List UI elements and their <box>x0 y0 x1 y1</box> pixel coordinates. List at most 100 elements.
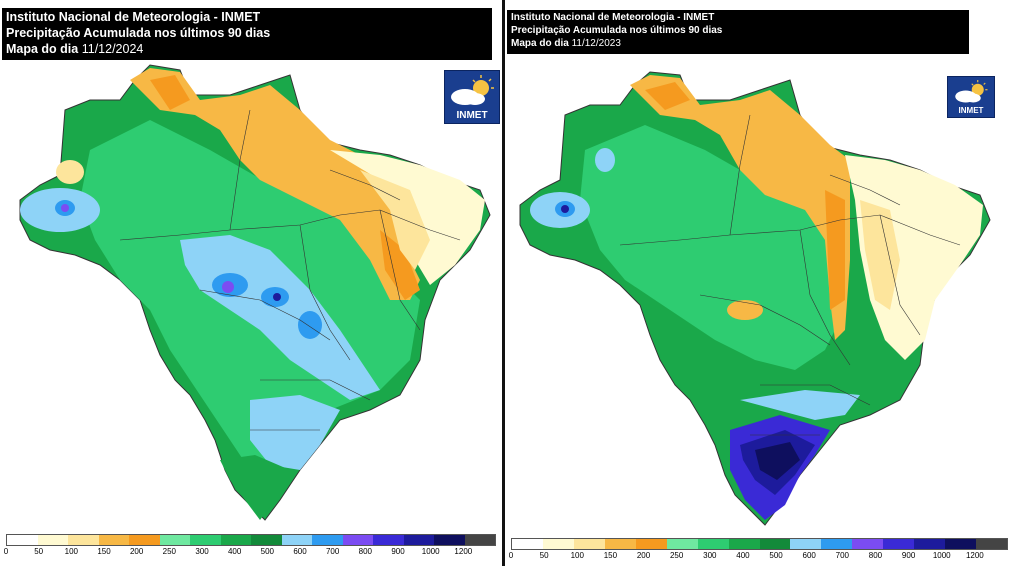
logo-text: INMET <box>958 106 984 115</box>
legend-swatch <box>945 539 977 549</box>
legend-swatch <box>697 539 729 549</box>
state-borders <box>119 109 461 431</box>
legend-ticks: 0 50 100 150 200 250 300 400 500 600 700 800 900 1000… <box>508 550 1008 562</box>
legend-swatch <box>542 539 574 549</box>
legend-tick-label: 0 <box>3 547 9 556</box>
legend-swatch <box>220 535 251 545</box>
region-orange-center <box>727 300 763 320</box>
legend-swatch <box>914 539 946 549</box>
map-panel-2023: Instituto Nacional de Meteorologia - INM… <box>505 0 1024 566</box>
region-light-blue-south <box>250 395 340 470</box>
legend-tick-label: 300 <box>195 547 209 556</box>
legend-tick-label: 150 <box>603 551 618 560</box>
legend-swatch <box>821 539 853 549</box>
legend-tick-label: 500 <box>260 547 275 556</box>
legend-tick-label: 100 <box>570 551 584 560</box>
region-orange-north <box>630 75 850 340</box>
legend-tick-label: 600 <box>802 551 816 560</box>
inmet-logo: INMET <box>444 70 500 124</box>
region-dry-northeast <box>845 155 983 360</box>
legend-tick-label: 800 <box>868 551 883 560</box>
precipitation-legend-2024: 0 50 100 150 200 250 300 400 500 600 700 800 900 1000… <box>3 534 496 558</box>
map-header-2023: Instituto Nacional de Meteorologia - INM… <box>507 10 969 54</box>
map-date-label: Mapa do dia <box>6 42 79 56</box>
legend-swatch <box>68 535 99 545</box>
legend-swatch <box>403 535 434 545</box>
panel-divider <box>502 0 506 566</box>
legend-swatch <box>790 539 822 549</box>
legend-tick-label: 1000 <box>421 547 440 556</box>
legend-swatch <box>190 535 221 545</box>
region-blue-southeast <box>298 311 322 339</box>
map-date-label: Mapa do dia <box>511 38 569 49</box>
map-date-value: 11/12/2024 <box>81 42 144 56</box>
precipitation-legend-2023: 0 50 100 150 200 250 300 400 500 600 700 800 900 1000… <box>508 538 1008 562</box>
legend-tick-label: 1200 <box>965 551 984 560</box>
legend-swatch <box>129 535 160 545</box>
legend-tick-label: 900 <box>391 547 405 556</box>
map-header-2024: Instituto Nacional de Meteorologia - INM… <box>2 8 492 60</box>
legend-swatch <box>159 535 190 545</box>
legend-swatch <box>635 539 667 549</box>
region-deep-orange <box>150 75 420 300</box>
legend-tick-label: 100 <box>64 547 79 556</box>
cloud-sun-icon <box>451 75 494 105</box>
legend-tick-label: 700 <box>325 547 340 556</box>
legend-tick-label: 400 <box>227 547 242 556</box>
map-date: Mapa do dia 11/12/2023 <box>511 37 963 50</box>
legend-swatch <box>604 539 636 549</box>
cloud-sun-icon <box>955 80 988 103</box>
legend-swatch <box>883 539 915 549</box>
map-date: Mapa do dia 11/12/2024 <box>6 41 486 57</box>
legend-swatch <box>852 539 884 549</box>
legend-tick-label: 200 <box>636 551 651 560</box>
region-light-blue-south <box>740 390 860 420</box>
legend-swatch <box>7 535 38 545</box>
legend-tick-label: 800 <box>358 547 373 556</box>
region-green <box>580 125 845 370</box>
inmet-logo: INMET <box>947 76 995 118</box>
legend-ticks: 0 50 100 150 200 250 300 400 500 600 700 800 900 1000… <box>3 546 496 558</box>
legend-swatch <box>342 535 373 545</box>
region-purple-west <box>61 204 69 212</box>
region-navy-west <box>561 205 569 213</box>
region-light-blue-northwest <box>595 148 615 172</box>
region-green-far-south <box>220 455 290 520</box>
region-deep-orange <box>645 82 845 310</box>
legend-swatch <box>251 535 282 545</box>
legend-swatch <box>464 535 495 545</box>
legend-tick-label: 250 <box>669 551 684 560</box>
legend-tick-label: 50 <box>539 551 549 560</box>
legend-tick-label: 400 <box>736 551 750 560</box>
map-date-value: 11/12/2023 <box>571 38 621 49</box>
logo-text: INMET <box>456 110 488 121</box>
legend-swatch <box>434 535 465 545</box>
legend-tick-label: 900 <box>901 551 916 560</box>
precipitation-map-2024 <box>19 64 491 521</box>
legend-tick-label: 300 <box>703 551 717 560</box>
legend-swatch <box>573 539 605 549</box>
legend-tick-label: 0 <box>508 551 514 560</box>
legend-swatch <box>312 535 343 545</box>
legend-swatch <box>728 539 760 549</box>
legend-swatch <box>512 539 543 549</box>
legend-tick-label: 150 <box>97 547 111 556</box>
legend-tick-label: 700 <box>835 551 850 560</box>
legend-tick-label: 50 <box>34 547 44 556</box>
institute-name: Instituto Nacional de Meteorologia - INM… <box>6 10 261 24</box>
region-light-northeast <box>360 170 430 270</box>
region-darkest-south <box>755 442 800 480</box>
map-title: Precipitação Acumulada nos últimos 90 di… <box>511 25 723 36</box>
legend-swatches <box>6 534 496 546</box>
legend-swatch <box>98 535 129 545</box>
legend-swatches <box>511 538 1008 550</box>
legend-swatch <box>37 535 68 545</box>
institute-name: Instituto Nacional de Meteorologia - INM… <box>511 12 715 23</box>
legend-tick-label: 200 <box>129 547 144 556</box>
legend-swatch <box>976 539 1007 549</box>
map-title: Precipitação Acumulada nos últimos 90 di… <box>6 26 271 40</box>
legend-tick-label: 600 <box>293 547 307 556</box>
region-purple-center <box>222 281 234 293</box>
region-navy-center <box>273 293 281 301</box>
map-panel-2024: Instituto Nacional de Meteorologia - INM… <box>0 0 503 566</box>
